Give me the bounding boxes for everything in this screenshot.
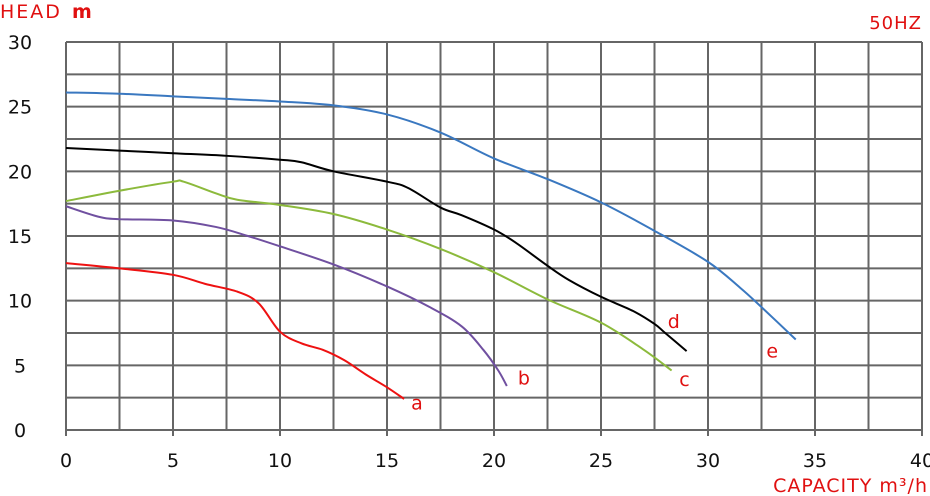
y-tick-label: 20 bbox=[8, 161, 32, 183]
x-tick-label: 10 bbox=[268, 450, 292, 472]
x-tick-label: 20 bbox=[482, 450, 506, 472]
series-label-b: b bbox=[518, 368, 530, 390]
series-line-b bbox=[65, 205, 508, 387]
frequency-label: 50HZ bbox=[869, 13, 922, 34]
x-tick-label: 15 bbox=[375, 450, 399, 472]
x-tick-label: 0 bbox=[60, 450, 72, 472]
series-line-e bbox=[65, 91, 797, 341]
series-line-c bbox=[65, 179, 673, 372]
series-line-a bbox=[65, 262, 405, 400]
y-tick-label: 5 bbox=[14, 355, 26, 377]
series-lines bbox=[65, 91, 797, 400]
y-tick-label: 15 bbox=[8, 226, 32, 248]
series-label-c: c bbox=[679, 369, 689, 391]
series-labels: a b c d e bbox=[411, 311, 778, 414]
x-tick-label: 25 bbox=[589, 450, 613, 472]
x-tick-label: 5 bbox=[167, 450, 179, 472]
y-tick-label: 10 bbox=[8, 291, 32, 313]
series-label-e: e bbox=[766, 341, 778, 363]
x-axis-label: CAPACITY m³/h bbox=[773, 475, 928, 496]
x-tick-label: 35 bbox=[803, 450, 827, 472]
grid bbox=[65, 41, 923, 436]
x-tick-label: 40 bbox=[910, 450, 930, 472]
y-tick-label: 30 bbox=[8, 32, 32, 54]
series-label-d: d bbox=[668, 311, 680, 333]
y-axis-unit: m bbox=[72, 1, 92, 23]
series-line-d bbox=[65, 147, 688, 352]
y-tick-label: 0 bbox=[14, 420, 26, 442]
x-tick-label: 30 bbox=[696, 450, 720, 472]
y-tick-label: 25 bbox=[8, 97, 32, 119]
tick-labels: 0 5 10 15 20 25 30 35 40 0 5 10 15 20 25 30 bbox=[8, 32, 930, 472]
y-axis-label: HEAD bbox=[0, 1, 62, 23]
series-label-a: a bbox=[411, 392, 423, 414]
